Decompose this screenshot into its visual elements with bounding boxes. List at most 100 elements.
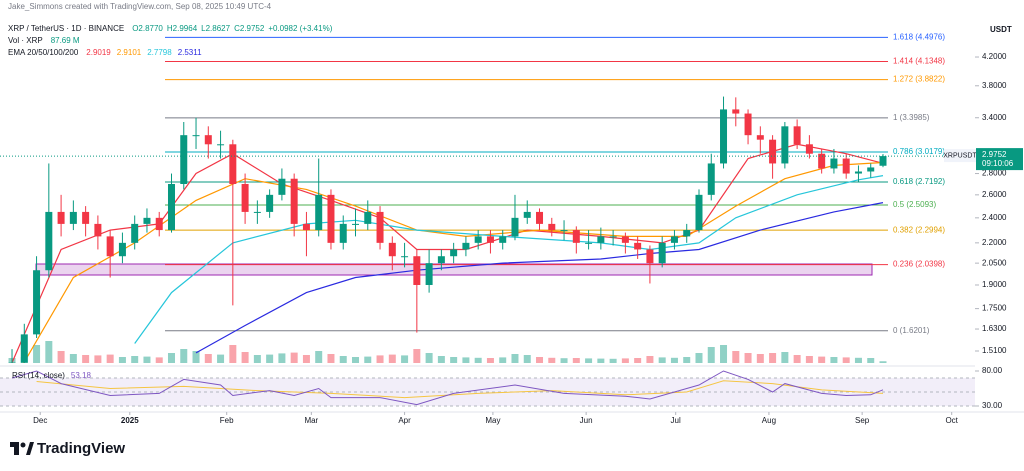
volume-bar [695, 353, 703, 363]
candle-body [585, 242, 593, 244]
volume-bar [253, 355, 261, 363]
volume-bar [670, 357, 678, 363]
candle-body [192, 135, 200, 137]
candle-body [769, 139, 777, 164]
fib-label: 1.414 (4.1348) [893, 57, 945, 66]
volume-bar [720, 345, 728, 363]
candle-body [695, 194, 703, 231]
ohlc: O2.8770 [132, 24, 163, 33]
volume-bar [879, 361, 887, 363]
candle-body [155, 217, 163, 231]
volume-bar [143, 356, 151, 363]
candle-body [854, 171, 862, 174]
candle-body [879, 156, 887, 166]
candle-body [425, 263, 433, 285]
y-tick-label: 1.7500 [982, 304, 1007, 313]
candle-body [437, 256, 445, 264]
candle-body [548, 223, 556, 231]
candle-body [204, 135, 212, 145]
candle-body [278, 178, 286, 195]
fib-label: 0.236 (2.0398) [893, 260, 945, 269]
candle-body [805, 144, 813, 154]
candle-body [8, 362, 16, 363]
y-tick-label: 2.2000 [982, 238, 1007, 247]
volume-bar [290, 352, 298, 363]
candle-body [658, 242, 666, 264]
volume-bar [315, 351, 323, 363]
candle-body [167, 183, 175, 231]
candle-body [241, 183, 249, 212]
volume-bar [155, 357, 163, 363]
candle-body [597, 236, 605, 243]
ema-title: EMA 20/50/100/200 [8, 48, 79, 57]
candle-body [413, 256, 421, 285]
y-tick-label: 2.6000 [982, 190, 1007, 199]
candle-body [670, 236, 678, 243]
candle-body [732, 109, 740, 114]
candle-body [266, 194, 274, 212]
volume-bar [229, 345, 237, 363]
volume-bar [413, 349, 421, 363]
candle-body [756, 135, 764, 140]
candle-body [474, 236, 482, 243]
rsi-tick-label: 30.00 [982, 401, 1003, 410]
volume-bar [106, 354, 114, 363]
candle-body [118, 242, 126, 257]
candle-body [720, 109, 728, 164]
volume-bar [732, 351, 740, 363]
candle-body [388, 242, 396, 257]
volume-bar [560, 358, 568, 363]
volume-bar [57, 351, 65, 363]
currency: USDT [990, 25, 1012, 34]
vol-line: Vol · XRP 87.69 M [8, 36, 80, 45]
ema-value: 2.7798 [147, 48, 172, 57]
candle-body [290, 178, 298, 224]
ohlc: L2.8627 [201, 24, 230, 33]
rsi-line: RSI (14, close) 53.18 [12, 371, 91, 380]
fib-label: 1.618 (4.4976) [893, 32, 945, 41]
volume-bar [756, 354, 764, 363]
ema-value: 2.9101 [117, 48, 142, 57]
volume-bar [352, 357, 360, 363]
y-tick-label: 3.4000 [982, 113, 1007, 122]
vol-value: 87.69 M [51, 36, 80, 45]
candle-body [867, 167, 875, 172]
change: +0.0982 (+3.41%) [268, 24, 332, 33]
candle-body [560, 230, 568, 232]
candle-body [830, 158, 838, 169]
candle-body [45, 211, 53, 271]
volume-bar [486, 358, 494, 363]
credit: Jake_Simmons created with TradingView.co… [8, 2, 272, 11]
candle-body [143, 217, 151, 224]
ema-line [134, 175, 884, 344]
candle-body [106, 236, 114, 257]
candle-body [401, 256, 409, 258]
volume-bar [131, 356, 139, 363]
volume-bar [805, 356, 813, 363]
volume-bar [266, 354, 274, 363]
x-tick-label: Dec [33, 416, 47, 425]
volume-bar [167, 353, 175, 363]
candle-body [462, 242, 470, 250]
zone-box [35, 263, 873, 276]
volume-bar [658, 357, 666, 363]
volume-bar [609, 358, 617, 363]
candle-body [217, 144, 225, 146]
candle-body [364, 211, 372, 224]
candle-body [180, 135, 188, 184]
candle-body [609, 236, 617, 238]
volume-bar [769, 353, 777, 363]
fib-label: 0 (1.6201) [893, 326, 930, 335]
y-tick-label: 1.9000 [982, 280, 1007, 289]
volume-bar [462, 357, 470, 363]
volume-bar [634, 358, 642, 363]
volume-bar [376, 355, 384, 363]
ohlc: C2.9752 [234, 24, 265, 33]
ticker-tag: XRPUSDT [943, 152, 977, 159]
candle-body [229, 144, 237, 184]
symbol-line: XRP / TetherUS · 1D · BINANCE O2.8770 H2.9… [8, 24, 333, 33]
volume-bar [854, 357, 862, 363]
logo-part [26, 442, 34, 455]
candle-body [33, 270, 41, 335]
